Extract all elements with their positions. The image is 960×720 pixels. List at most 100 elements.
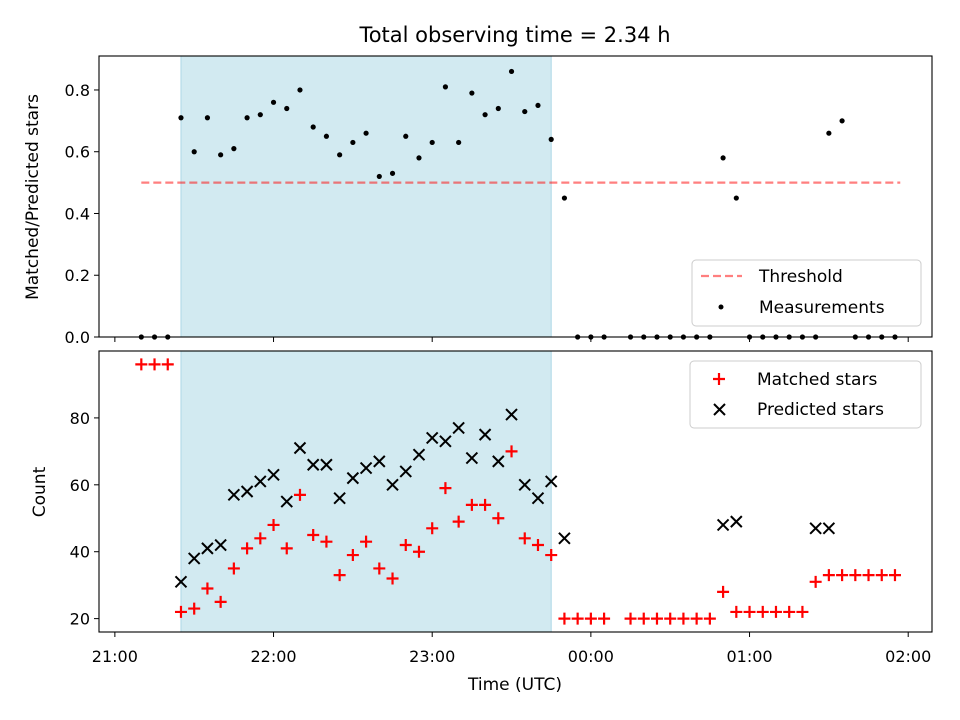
bottom-observing-span <box>180 350 552 633</box>
measurement-legend-swatch <box>718 304 724 310</box>
matched-star-point <box>849 569 862 582</box>
matched-star-point <box>386 572 399 585</box>
measurement-point <box>231 146 237 152</box>
bottom-x-axis: 21:00 22:00 23:00 00:00 01:00 02:00 <box>92 632 931 666</box>
predicted-star-point <box>822 522 836 535</box>
top-y-axis: 0.0 0.2 0.4 0.6 0.8 <box>65 81 99 347</box>
chart-title: Total observing time = 2.34 h <box>358 23 670 47</box>
matched-star-point <box>717 585 730 598</box>
matched-star-point <box>584 612 597 625</box>
measurement-point <box>204 115 211 121</box>
x-tick-label: 00:00 <box>568 647 614 666</box>
matched-star-point <box>505 445 518 458</box>
predicted-star-point <box>531 491 545 505</box>
matched-star-point <box>241 542 254 555</box>
predicted-star-point <box>730 515 743 528</box>
matched-star-point <box>254 532 267 545</box>
measurement-point <box>508 68 515 75</box>
y-tick-label: 20 <box>70 610 90 629</box>
measurement-point <box>535 102 541 109</box>
matched-star-point <box>333 569 346 582</box>
matched-star-point <box>677 612 690 625</box>
matched-star-point <box>783 605 796 618</box>
observing-span-shade <box>180 350 552 633</box>
predicted-star-point <box>346 471 360 485</box>
y-tick-label: 40 <box>70 543 90 562</box>
predicted-star-point <box>425 431 439 445</box>
matched-star-point <box>809 575 822 588</box>
measurement-point <box>389 170 396 176</box>
predicted-star-point <box>359 461 373 475</box>
matched-stars-points <box>135 358 901 625</box>
measurement-point <box>310 124 316 130</box>
measurement-point <box>178 115 184 121</box>
measurement-point <box>469 90 475 96</box>
matched-star-point <box>452 515 465 528</box>
predicted-star-point <box>544 475 558 488</box>
matched-star-point <box>518 532 531 545</box>
matched-star-point <box>293 488 306 501</box>
measurement-point <box>482 112 488 118</box>
predicted-star-point <box>439 435 452 448</box>
matched-star-point <box>479 498 492 511</box>
predicted-star-point <box>478 428 492 441</box>
matched-star-point <box>280 542 293 555</box>
y-tick-label: 0.0 <box>65 328 90 347</box>
legend-label-matched: Matched stars <box>757 370 877 390</box>
predicted-star-point <box>201 542 214 555</box>
matched-star-point <box>214 595 227 608</box>
measurement-point <box>257 112 263 118</box>
bottom-legend: Matched stars Predicted stars <box>689 360 922 429</box>
predicted-star-point <box>214 538 227 552</box>
measurement-point <box>456 139 462 146</box>
predicted-star-point <box>452 421 465 435</box>
measurement-point <box>297 87 303 93</box>
predicted-star-point <box>320 458 333 471</box>
measurement-point <box>323 133 330 139</box>
predicted-star-point <box>227 488 241 502</box>
bottom-axes-frame <box>98 350 933 633</box>
matched-star-point <box>703 612 716 625</box>
matched-star-point <box>373 562 386 575</box>
legend-label-predicted: Predicted stars <box>757 400 884 420</box>
predicted-star-point <box>558 532 571 545</box>
matched-star-point <box>161 358 174 371</box>
predicted-star-point <box>492 455 505 468</box>
matched-star-point <box>267 518 280 531</box>
measurement-point <box>191 149 197 155</box>
bottom-y-axis: 20 40 60 80 <box>70 409 99 629</box>
legend-label-measurements: Measurements <box>759 298 885 318</box>
predicted-star-point <box>240 485 254 498</box>
matched-star-point <box>399 539 412 552</box>
matched-star-point <box>822 569 835 582</box>
matched-star-point <box>571 612 584 625</box>
matched-star-point <box>201 582 214 595</box>
measurement-point <box>839 118 845 124</box>
measurement-point <box>218 152 224 158</box>
measurement-point <box>561 195 568 201</box>
predicted-star-point <box>174 575 188 589</box>
y-tick-label: 0.2 <box>65 266 90 285</box>
matched-star-point <box>836 569 849 582</box>
matched-star-point <box>888 569 901 582</box>
measurement-point <box>350 139 356 146</box>
predicted-star-point <box>716 518 730 532</box>
matched-star-point <box>769 605 782 618</box>
matched-star-point <box>531 539 544 552</box>
predicted-star-point <box>809 522 822 535</box>
x-tick-label: 23:00 <box>409 647 455 666</box>
matched-star-point <box>174 605 187 618</box>
measurement-point <box>403 133 409 139</box>
matched-star-point <box>188 602 201 615</box>
measurement-point <box>522 108 528 115</box>
matched-star-point <box>730 605 743 618</box>
predicted-star-point <box>518 478 531 492</box>
matched-star-point <box>360 535 373 548</box>
predicted-star-point <box>373 455 386 468</box>
matched-star-point <box>465 498 478 511</box>
observing-span-shade <box>180 55 552 338</box>
measurement-point <box>270 99 277 105</box>
bottom-y-axis-label: Count <box>30 466 50 517</box>
top-legend: Threshold Measurements <box>691 259 922 327</box>
measurement-point <box>429 139 435 146</box>
